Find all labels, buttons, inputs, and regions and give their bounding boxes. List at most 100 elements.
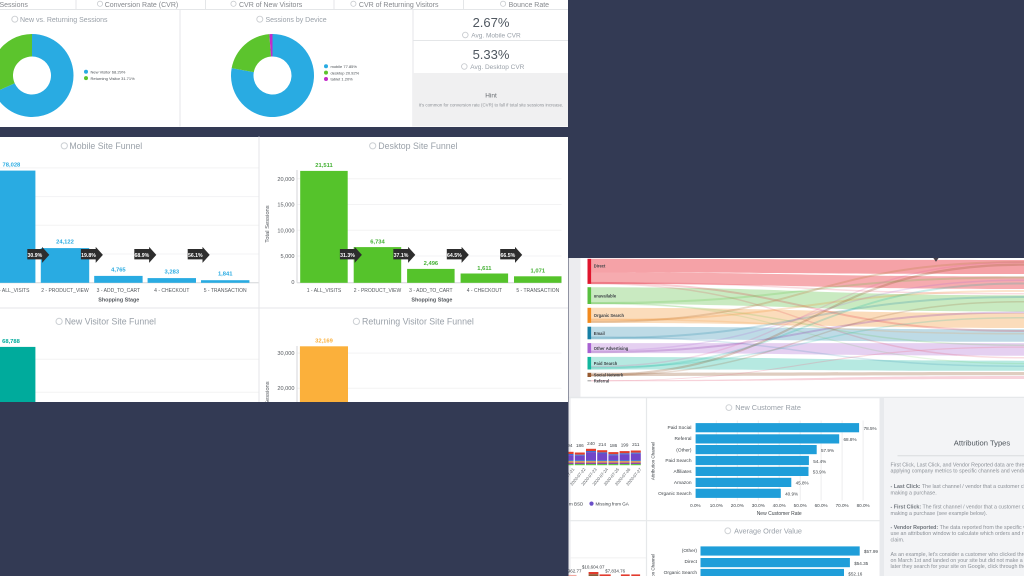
svg-text:10.0%: 10.0% — [710, 503, 723, 508]
svg-text:Missing from GA: Missing from GA — [596, 501, 629, 506]
svg-text:New vs. Returning Sessions: New vs. Returning Sessions — [20, 17, 108, 24]
svg-text:- Last Click: The last channel: - Last Click: The last channel / vendor … — [891, 484, 1024, 490]
svg-text:Bounce Rate: Bounce Rate — [509, 2, 550, 9]
svg-text:78,028: 78,028 — [3, 162, 22, 168]
svg-text:40.0%: 40.0% — [773, 503, 786, 508]
svg-text:20.0%: 20.0% — [731, 503, 744, 508]
svg-text:New Visitor 68.29%: New Visitor 68.29% — [91, 70, 126, 75]
svg-text:Amazon: Amazon — [674, 480, 692, 486]
svg-text:CVR of New Visitors: CVR of New Visitors — [239, 2, 303, 9]
svg-text:Conversion Rate (CVR): Conversion Rate (CVR) — [105, 2, 179, 9]
svg-text:211: 211 — [632, 442, 640, 447]
svg-text:186: 186 — [610, 443, 618, 448]
svg-text:$10,604.07: $10,604.07 — [582, 564, 605, 569]
svg-text:Attribution Channel: Attribution Channel — [651, 554, 656, 576]
svg-text:Shopping Stage: Shopping Stage — [411, 297, 452, 303]
svg-text:$57.99: $57.99 — [864, 549, 878, 554]
svg-text:68,788: 68,788 — [2, 339, 21, 345]
svg-text:5 - TRANSACTION: 5 - TRANSACTION — [516, 288, 559, 294]
svg-text:1 - ALL_VISITS: 1 - ALL_VISITS — [307, 288, 342, 294]
svg-text:New Customer Rate: New Customer Rate — [735, 403, 801, 412]
svg-text:66.5%: 66.5% — [501, 253, 516, 259]
svg-text:Attribution Types: Attribution Types — [954, 439, 1011, 448]
svg-text:Total Sessions: Total Sessions — [265, 381, 271, 418]
svg-text:6,734: 6,734 — [370, 239, 385, 245]
svg-text:45.8%: 45.8% — [796, 481, 809, 486]
svg-text:$54.35: $54.35 — [854, 561, 868, 566]
svg-text:Returning Visitor 31.71%: Returning Visitor 31.71% — [91, 76, 136, 81]
svg-text:2 - PRODUCT_VIEW: 2 - PRODUCT_VIEW — [354, 288, 402, 294]
svg-text:54.4%: 54.4% — [813, 459, 826, 464]
svg-text:Email: Email — [594, 331, 605, 336]
svg-text:unavailable: unavailable — [594, 294, 617, 299]
svg-text:68.9%: 68.9% — [135, 253, 150, 259]
svg-text:- Vendor Reported: The data re: - Vendor Reported: The data reported fro… — [891, 525, 1024, 531]
svg-text:mobile 77.85%: mobile 77.85% — [331, 64, 358, 69]
svg-text:$52.16: $52.16 — [848, 572, 862, 576]
svg-text:20,000: 20,000 — [277, 386, 294, 392]
svg-text:Desktop Site Funnel: Desktop Site Funnel — [378, 141, 457, 151]
svg-text:1 - ALL_VISITS: 1 - ALL_VISITS — [0, 288, 30, 294]
svg-text:Mobile Site Funnel: Mobile Site Funnel — [69, 141, 142, 151]
svg-text:Sessions: Sessions — [0, 2, 28, 9]
svg-text:New Visitor Site Funnel: New Visitor Site Funnel — [65, 317, 156, 327]
svg-text:Organic Search: Organic Search — [664, 570, 698, 576]
svg-text:making a purchase.: making a purchase. — [891, 490, 937, 496]
svg-text:Social Network: Social Network — [594, 373, 624, 378]
svg-text:Referral: Referral — [674, 436, 691, 442]
svg-text:claim.: claim. — [891, 537, 905, 543]
svg-text:Affiliates: Affiliates — [673, 469, 692, 475]
svg-text:- First Click: The first chann: - First Click: The first channel / vendo… — [891, 505, 1024, 511]
svg-text:5.33%: 5.33% — [473, 47, 510, 62]
svg-text:68.8%: 68.8% — [844, 437, 857, 442]
svg-text:Other Advertising: Other Advertising — [594, 346, 629, 351]
svg-text:(Other): (Other) — [682, 548, 698, 554]
svg-text:Hint: Hint — [485, 92, 497, 99]
svg-text:186: 186 — [576, 443, 584, 448]
svg-text:70.0%: 70.0% — [836, 503, 849, 508]
svg-text:Total Sessions: Total Sessions — [265, 205, 271, 242]
svg-text:24,122: 24,122 — [56, 240, 74, 246]
svg-text:(Other): (Other) — [676, 447, 692, 453]
svg-text:10,000: 10,000 — [277, 228, 294, 234]
svg-text:15,000: 15,000 — [277, 203, 294, 209]
svg-text:$7,834.76: $7,834.76 — [605, 568, 626, 573]
svg-text:3 - ADD_TO_CART: 3 - ADD_TO_CART — [97, 288, 140, 294]
svg-text:It's common for conversion rat: It's common for conversion rate (CVR) to… — [419, 103, 564, 108]
svg-text:1,841: 1,841 — [218, 272, 233, 278]
svg-text:194: 194 — [565, 443, 573, 448]
svg-text:30,000: 30,000 — [277, 351, 294, 357]
svg-text:0: 0 — [291, 280, 294, 286]
svg-text:78.5%: 78.5% — [864, 426, 877, 431]
svg-text:Returning Visitor Site Funnel: Returning Visitor Site Funnel — [362, 317, 474, 327]
svg-text:30.9%: 30.9% — [28, 253, 43, 259]
svg-text:Referral: Referral — [594, 379, 609, 384]
svg-text:1,611: 1,611 — [477, 266, 492, 272]
svg-text:20,000: 20,000 — [277, 177, 294, 183]
svg-text:desktop 20.92%: desktop 20.92% — [331, 70, 360, 75]
svg-text:$9,962.77: $9,962.77 — [561, 568, 582, 573]
svg-text:use an attribution window to c: use an attribution window to calculate w… — [891, 531, 1024, 537]
svg-text:Average Order Value: Average Order Value — [734, 526, 802, 535]
svg-text:2 - PRODUCT_VIEW: 2 - PRODUCT_VIEW — [41, 288, 89, 294]
svg-text:Organic Search: Organic Search — [594, 313, 625, 318]
svg-text:40.9%: 40.9% — [785, 492, 798, 497]
svg-text:2,496: 2,496 — [424, 261, 439, 267]
svg-text:Paid Search: Paid Search — [665, 458, 691, 464]
svg-text:30.0%: 30.0% — [752, 503, 765, 508]
svg-text:Paid Search: Paid Search — [594, 361, 618, 366]
svg-text:Avg. Mobile CVR: Avg. Mobile CVR — [471, 32, 521, 39]
svg-text:214: 214 — [598, 442, 606, 447]
svg-text:53.9%: 53.9% — [813, 470, 826, 475]
svg-text:1,071: 1,071 — [531, 269, 546, 275]
svg-text:Shopping Stage: Shopping Stage — [98, 297, 139, 303]
svg-text:Sessions by Device: Sessions by Device — [266, 17, 327, 24]
svg-text:Avg. Desktop CVR: Avg. Desktop CVR — [470, 64, 524, 71]
svg-text:applying company metrics to sp: applying company metrics to specific cha… — [891, 469, 1024, 475]
svg-text:19.8%: 19.8% — [81, 253, 96, 259]
svg-text:57.9%: 57.9% — [821, 448, 834, 453]
svg-text:31.3%: 31.3% — [340, 253, 355, 259]
svg-text:5,000: 5,000 — [281, 254, 295, 260]
svg-text:60.0%: 60.0% — [815, 503, 828, 508]
svg-text:3 - ADD_TO_CART: 3 - ADD_TO_CART — [409, 288, 452, 294]
